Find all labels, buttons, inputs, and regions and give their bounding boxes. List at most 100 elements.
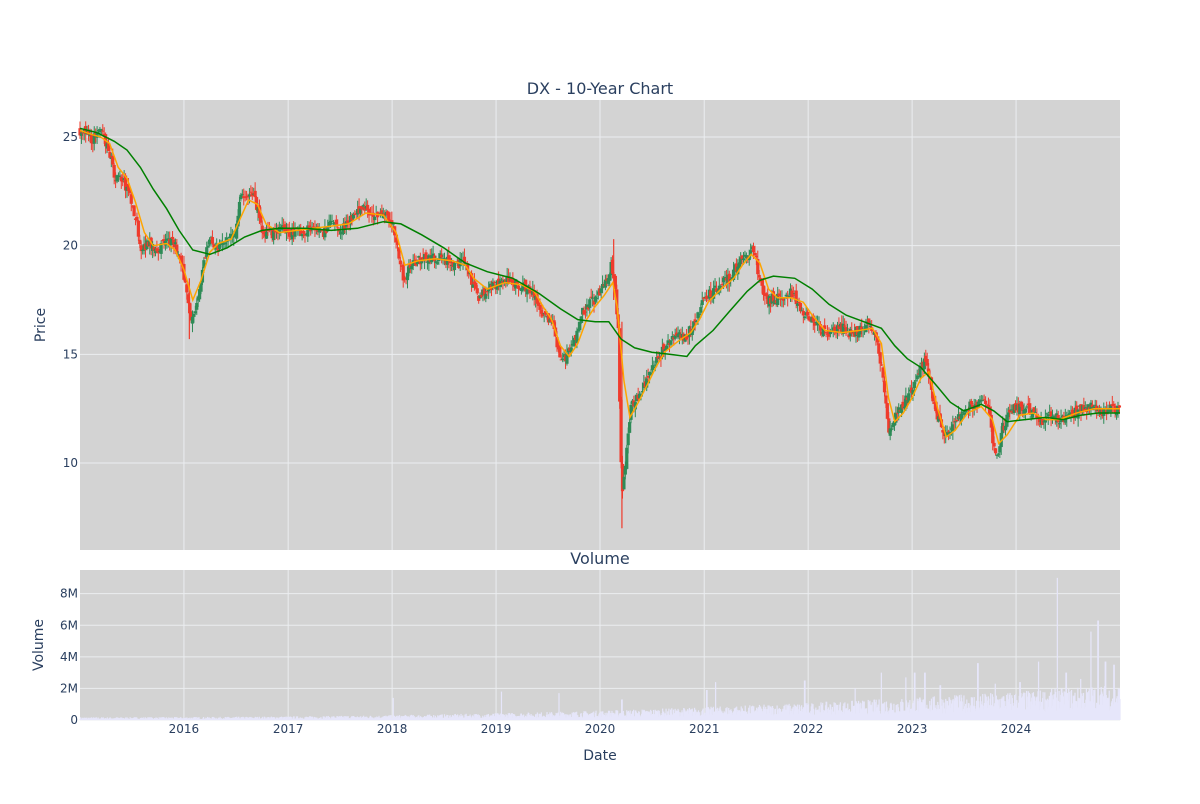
candle-body: [183, 277, 187, 283]
volume-bar: [244, 717, 246, 720]
volume-bar: [495, 713, 497, 720]
candle-body: [410, 266, 414, 270]
volume-bar: [102, 717, 104, 720]
volume-bar: [1015, 693, 1017, 720]
candle-body: [813, 322, 817, 326]
candle-body: [260, 225, 264, 233]
candle-body: [112, 164, 116, 178]
volume-bar: [807, 704, 810, 720]
volume-bar: [1090, 631, 1092, 720]
candle-body: [1067, 413, 1072, 415]
candle-body: [590, 297, 595, 299]
candle-body: [1070, 409, 1075, 417]
volume-bar: [143, 717, 145, 720]
candle-body: [666, 340, 670, 345]
candle-body: [777, 293, 781, 297]
volume-bar: [811, 703, 813, 720]
volume-bar: [1108, 690, 1110, 720]
candle-body: [882, 380, 887, 393]
candle-body: [628, 422, 632, 433]
candle-body: [578, 321, 582, 331]
volume-bar: [713, 711, 716, 720]
volume-bar: [593, 711, 595, 720]
candle-body: [844, 327, 848, 334]
volume-bar: [1029, 694, 1031, 720]
candle-body: [115, 175, 119, 182]
volume-bar: [396, 715, 398, 720]
candle-body: [585, 304, 589, 310]
candle-body: [586, 307, 590, 310]
volume-bar: [1055, 692, 1057, 720]
candle-body: [1090, 404, 1094, 408]
volume-bar: [607, 710, 610, 720]
candle-body: [991, 425, 995, 444]
candle-body: [401, 264, 405, 281]
candle-body: [499, 279, 504, 281]
candle-body: [121, 180, 125, 182]
volume-bar: [652, 709, 655, 720]
volume-bar: [1105, 661, 1107, 720]
candle-body: [761, 285, 766, 295]
candle-body: [996, 453, 1001, 455]
candle-body: [179, 255, 183, 264]
volume-bar: [657, 710, 659, 720]
volume-bar: [91, 717, 93, 720]
volume-bar: [655, 710, 657, 720]
candle-body: [195, 302, 199, 310]
volume-bar: [1058, 690, 1060, 720]
candle-body: [434, 261, 438, 264]
volume-bar: [738, 710, 741, 720]
volume-bar: [905, 700, 908, 720]
volume-bar: [291, 717, 293, 720]
volume-bar: [610, 712, 612, 720]
volume-bar: [284, 716, 286, 720]
candle-body: [360, 205, 364, 210]
candle-body: [78, 128, 82, 136]
candle-body: [558, 346, 562, 358]
volume-bar: [125, 717, 127, 720]
candle-body: [337, 230, 341, 232]
date-axis-title: Date: [583, 748, 616, 764]
candle-body: [487, 289, 491, 292]
candle-body: [367, 208, 371, 216]
candle-body: [1023, 408, 1028, 413]
volume-bar: [772, 707, 774, 720]
volume-bar: [88, 717, 90, 720]
candle-body: [225, 237, 229, 242]
volume-bar: [663, 711, 665, 720]
candle-body: [976, 401, 981, 408]
volume-bar: [268, 717, 270, 720]
candle-body: [546, 313, 551, 323]
volume-bar: [595, 710, 597, 720]
candle-body: [475, 288, 479, 294]
candle-body: [223, 242, 227, 245]
candle-body: [170, 236, 175, 239]
volume-bar: [857, 700, 860, 720]
candle-body: [264, 231, 269, 239]
volume-bar: [627, 710, 630, 720]
candle-body: [202, 260, 206, 269]
volume-bar: [1094, 689, 1096, 720]
volume-bar: [635, 712, 638, 720]
volume-bar: [854, 688, 856, 720]
candle-body: [890, 428, 894, 430]
candle-body: [618, 328, 622, 402]
volume-bar: [536, 712, 538, 720]
volume-bar: [389, 715, 391, 720]
candle-body: [877, 343, 881, 354]
candle-body: [544, 310, 548, 315]
volume-bar: [874, 702, 876, 720]
volume-y-tick-label: 2M: [60, 681, 78, 695]
volume-bar: [914, 672, 916, 720]
candle-body: [924, 355, 928, 362]
volume-bar: [600, 711, 602, 720]
candle-body: [447, 255, 451, 260]
candle-body: [981, 400, 985, 402]
candle-body: [914, 380, 918, 382]
candle-body: [79, 132, 84, 136]
candle-body: [521, 283, 525, 291]
candle-body: [235, 223, 239, 239]
candle-body: [885, 403, 889, 419]
candle-body: [692, 321, 696, 330]
candle-body: [989, 414, 993, 428]
